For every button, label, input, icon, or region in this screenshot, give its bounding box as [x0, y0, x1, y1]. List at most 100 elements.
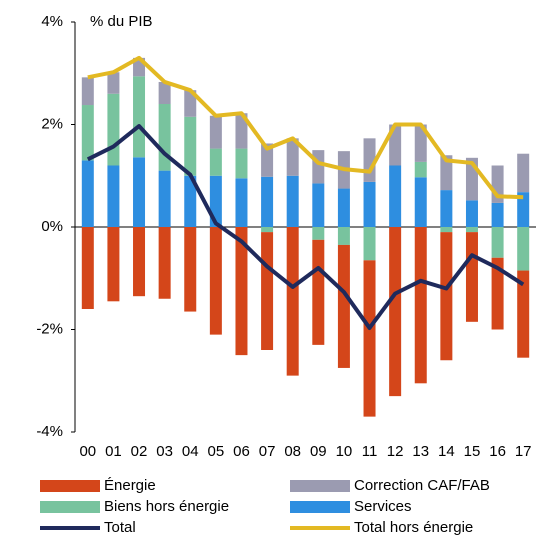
- bar-segment: [261, 143, 274, 177]
- x-tick-label: 16: [489, 443, 506, 460]
- bar-segment: [491, 227, 504, 258]
- bar-segment: [81, 105, 94, 161]
- x-tick-label: 06: [233, 443, 250, 460]
- x-tick-label: 17: [515, 443, 532, 460]
- x-tick-label: 14: [438, 443, 455, 460]
- line-series: [87, 55, 524, 200]
- bar-segment: [440, 190, 453, 227]
- bar-segment: [133, 157, 146, 227]
- legend-label: Total: [104, 519, 136, 536]
- bar-segment: [235, 148, 248, 179]
- bar-segment: [363, 260, 376, 417]
- y-tick-label: 0%: [41, 218, 63, 235]
- bar-segment: [235, 113, 248, 149]
- bar-segment: [209, 227, 222, 335]
- bar-segment: [81, 227, 94, 309]
- x-tick-label: 11: [362, 443, 378, 460]
- bar-segment: [158, 81, 171, 104]
- bar-segment: [158, 104, 171, 171]
- bar-segment: [363, 181, 376, 227]
- legend-label: Services: [354, 498, 412, 515]
- bar-segment: [517, 270, 530, 358]
- bar-segment: [209, 115, 222, 149]
- axis-annotation: % du PIB: [90, 13, 153, 30]
- x-tick-label: 01: [105, 443, 122, 460]
- bar-segment: [286, 227, 299, 376]
- x-tick-label: 10: [336, 443, 353, 460]
- bar-segment: [235, 178, 248, 227]
- bar-segment: [440, 232, 453, 361]
- legend-swatch: [290, 501, 350, 513]
- bar-segment: [491, 257, 504, 330]
- bar-segment: [414, 161, 427, 178]
- bar-segment: [158, 227, 171, 299]
- bar-segment: [184, 116, 197, 176]
- legend-swatch: [40, 501, 100, 513]
- x-tick-label: 15: [464, 443, 481, 460]
- y-tick-label: -4%: [36, 423, 63, 440]
- bar-segment: [465, 232, 478, 322]
- bar-segment: [107, 93, 120, 166]
- bar-segment: [209, 148, 222, 176]
- bar-segment: [465, 227, 478, 233]
- bar-segment: [107, 227, 120, 302]
- x-tick-label: 04: [182, 443, 199, 460]
- bar-segment: [81, 160, 94, 227]
- x-tick-label: 05: [208, 443, 225, 460]
- bar-segment: [133, 227, 146, 297]
- legend-label: Total hors énergie: [354, 519, 473, 536]
- legend-label: Énergie: [104, 477, 156, 494]
- bar-segment: [363, 227, 376, 261]
- line-series: [86, 124, 525, 330]
- bar-segment: [414, 227, 427, 384]
- bar-segment: [184, 227, 197, 312]
- bar-segment: [517, 153, 530, 193]
- bar-segment: [389, 227, 402, 397]
- y-tick-label: 4%: [41, 13, 63, 30]
- x-tick-label: 02: [131, 443, 148, 460]
- legend-swatch: [40, 480, 100, 492]
- bar-segment: [337, 188, 350, 227]
- bar-segment: [440, 227, 453, 233]
- x-tick-label: 08: [284, 443, 301, 460]
- bar-segment: [107, 72, 120, 94]
- x-tick-label: 03: [156, 443, 173, 460]
- bar-segment: [517, 192, 530, 227]
- bar-segment: [107, 165, 120, 227]
- legend-label: Biens hors énergie: [104, 498, 229, 515]
- bar-segment: [337, 244, 350, 368]
- bar-segment: [389, 165, 402, 227]
- bar-segment: [286, 138, 299, 176]
- bar-segment: [184, 175, 197, 227]
- bar-segment: [133, 76, 146, 158]
- bar-segment: [81, 77, 94, 106]
- bar-segment: [414, 124, 427, 162]
- bar-segment: [517, 227, 530, 271]
- y-tick-label: 2%: [41, 115, 63, 132]
- bar-segment: [184, 90, 197, 117]
- bar-segment: [312, 150, 325, 184]
- bar-segment: [465, 200, 478, 227]
- bar-segment: [389, 124, 402, 166]
- bar-segment: [261, 232, 274, 350]
- legend-label: Correction CAF/FAB: [354, 477, 490, 494]
- x-tick-label: 00: [79, 443, 96, 460]
- bar-segment: [261, 227, 274, 233]
- x-tick-label: 09: [310, 443, 327, 460]
- y-tick-label: -2%: [36, 320, 63, 337]
- bar-segment: [312, 227, 325, 240]
- legend-swatch: [290, 480, 350, 492]
- bar-segment: [158, 170, 171, 227]
- bar-segment: [235, 227, 248, 356]
- bar-segment: [261, 176, 274, 227]
- bar-segment: [312, 239, 325, 345]
- bar-segment: [286, 175, 299, 227]
- bar-segment: [337, 227, 350, 245]
- bar-segment: [440, 155, 453, 191]
- x-tick-label: 12: [387, 443, 404, 460]
- x-tick-label: 07: [259, 443, 276, 460]
- bar-segment: [312, 183, 325, 227]
- bar-segment: [414, 177, 427, 227]
- x-tick-label: 13: [412, 443, 429, 460]
